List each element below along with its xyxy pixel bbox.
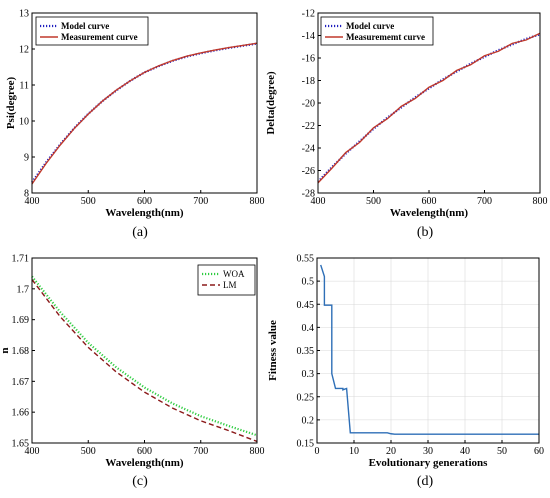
y-tick-label: 1.67 <box>12 377 30 388</box>
series-line-2 <box>317 32 541 184</box>
y-tick-label: 1.68 <box>12 346 30 357</box>
x-tick-label: 700 <box>477 196 492 207</box>
y-tick-label: 12 <box>19 45 29 56</box>
x-tick-label: 60 <box>534 446 544 457</box>
x-tick-label: 0 <box>315 446 320 457</box>
y-tick-label: -22 <box>302 121 315 132</box>
y-axis-title: Delta(degree) <box>265 71 277 135</box>
y-tick-label: -24 <box>302 144 315 155</box>
x-tick-label: 50 <box>497 446 507 457</box>
y-tick-label: 9 <box>24 153 29 164</box>
y-axis-title: Fitness value <box>267 320 279 381</box>
series-line-1 <box>31 275 258 437</box>
x-tick-label: 600 <box>422 196 437 207</box>
x-tick-label: 20 <box>386 446 396 457</box>
y-tick-label: 0.2 <box>302 415 315 426</box>
y-tick-label: 1.66 <box>12 408 30 419</box>
x-tick-label: 600 <box>137 196 152 207</box>
y-tick-label: 13 <box>19 9 29 20</box>
x-tick-label: 500 <box>81 446 96 457</box>
x-axis-title: Wavelength(nm) <box>390 207 469 219</box>
y-tick-label: 1.71 <box>12 254 30 265</box>
legend-label: LM <box>223 280 237 290</box>
legend-box <box>35 16 149 46</box>
x-tick-label: 600 <box>137 446 152 457</box>
chart-panel-3: 400 500 600 700 800 1.65 1.66 1.67 1.68 1.69 1.7 1.… <box>0 254 265 490</box>
legend-label: Measurememt curve <box>346 32 425 42</box>
y-tick-label: 10 <box>19 117 29 128</box>
y-tick-label: 1.69 <box>12 315 30 326</box>
y-tick-label: -26 <box>302 166 315 177</box>
series-line-1 <box>317 33 541 183</box>
x-tick-label: 700 <box>193 196 208 207</box>
x-tick-label: 400 <box>25 196 40 207</box>
legend-box <box>320 16 434 46</box>
y-tick-label: -20 <box>302 99 315 110</box>
legend-label: Model curve <box>346 21 394 31</box>
y-axis-title: n <box>0 347 11 353</box>
y-tick-label: 1.7 <box>17 284 30 295</box>
chart-panel-2: 400 500 600 700 800 -28 -26 -24 -22 -20 -18 -16 -14 -… <box>265 9 548 241</box>
x-tick-label: 800 <box>533 196 548 207</box>
x-tick-label: 800 <box>250 196 265 207</box>
y-tick-label: 8 <box>24 189 29 200</box>
y-tick-label: 0.3 <box>302 369 315 380</box>
y-tick-label: 11 <box>19 81 29 92</box>
y-tick-label: -18 <box>302 76 315 87</box>
series-line-1 <box>31 42 258 183</box>
x-axis-title: Wavelength(nm) <box>105 207 184 219</box>
x-tick-label: 40 <box>460 446 470 457</box>
chart-panel-1: 400 500 600 700 800 8 9 10 11 12 13 Wavelength(nm) P… <box>5 9 265 241</box>
y-tick-label: 1.65 <box>12 439 30 450</box>
y-tick-label: -12 <box>302 9 315 20</box>
x-tick-label: 400 <box>25 446 40 457</box>
legend-label: WOA <box>223 269 245 279</box>
x-tick-label: 800 <box>250 446 265 457</box>
panel-label: (c) <box>132 474 148 489</box>
y-axis-title: Psi(degree) <box>5 77 17 130</box>
y-tick-label: -28 <box>302 189 315 200</box>
series-line-2 <box>31 279 258 443</box>
x-tick-label: 400 <box>311 196 326 207</box>
y-tick-label: 0.55 <box>297 254 315 265</box>
x-tick-label: 30 <box>423 446 433 457</box>
x-tick-label: 500 <box>366 196 381 207</box>
legend-box <box>197 264 256 296</box>
y-tick-label: 0.4 <box>302 323 315 334</box>
y-tick-label: 0.45 <box>297 300 315 311</box>
y-tick-label: 0.25 <box>297 392 315 403</box>
y-tick-label: 0.35 <box>297 346 315 357</box>
x-axis-title: Evolutionary generations <box>369 457 489 469</box>
y-tick-label: 0.15 <box>297 439 315 450</box>
x-axis-title: Wavelength(nm) <box>105 457 184 469</box>
legend-label: Model curve <box>61 21 109 31</box>
x-tick-label: 700 <box>193 446 208 457</box>
chart-panel-4: 0 10 20 30 40 50 60 0.15 0.2 0.25 0.3 0.35 0.4 0.45 0.… <box>267 254 544 490</box>
series-line-1 <box>320 264 539 435</box>
panel-label: (a) <box>132 225 148 240</box>
panel-label: (b) <box>417 225 434 240</box>
y-tick-label: -16 <box>302 54 315 65</box>
panel-label: (d) <box>417 474 434 489</box>
y-tick-label: 0.5 <box>302 277 315 288</box>
y-tick-label: -14 <box>302 31 315 42</box>
series-line-2 <box>31 42 258 185</box>
x-tick-label: 500 <box>81 196 96 207</box>
x-tick-label: 10 <box>349 446 359 457</box>
legend-label: Measurement curve <box>61 32 138 42</box>
